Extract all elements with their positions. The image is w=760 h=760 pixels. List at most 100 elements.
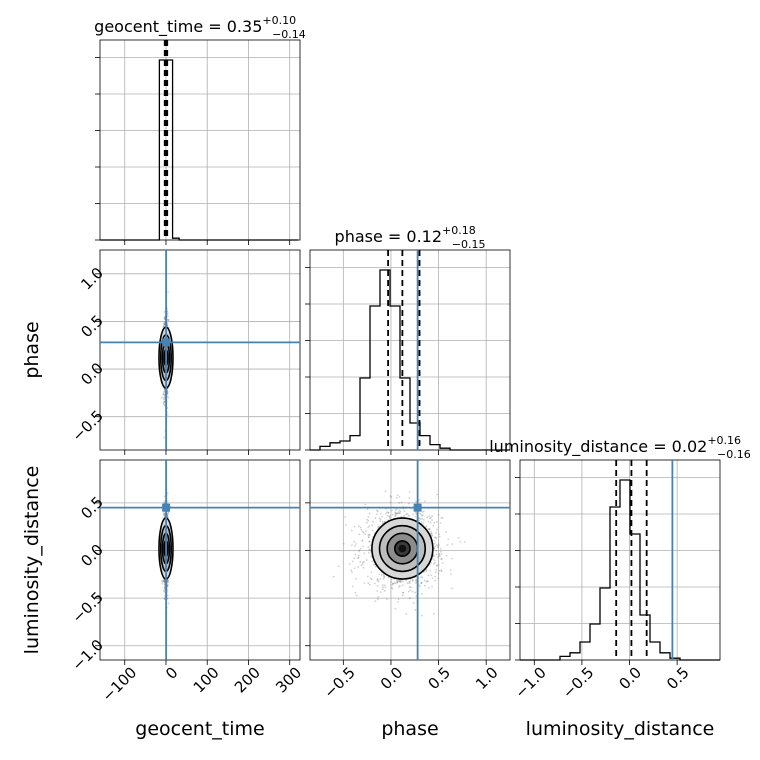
sample-point	[402, 580, 405, 583]
sample-point	[397, 601, 399, 603]
sample-point	[403, 514, 405, 517]
tick-label-y: −0.5	[68, 407, 106, 445]
sample-point	[435, 528, 438, 531]
sample-point	[430, 516, 433, 519]
sample-point	[427, 586, 430, 589]
sample-point	[414, 609, 417, 612]
sample-point	[390, 578, 393, 581]
sample-point	[361, 561, 364, 564]
axes-frame	[99, 39, 301, 241]
sample-point	[438, 555, 441, 557]
sample-point	[381, 584, 384, 587]
histogram-luminosity_distance	[520, 479, 720, 661]
sample-point	[163, 390, 165, 393]
sample-point	[166, 390, 169, 393]
sample-point	[420, 581, 423, 584]
sample-point	[372, 520, 374, 523]
tick-label-x: −0.5	[559, 664, 597, 702]
sample-point	[428, 528, 431, 531]
sample-point	[163, 583, 166, 586]
sample-point	[355, 543, 357, 545]
sample-point	[342, 542, 345, 545]
sample-point	[368, 548, 371, 551]
sample-point	[419, 576, 422, 579]
sample-point	[162, 392, 165, 395]
panel-hist-geocent_time	[95, 39, 301, 245]
sample-point	[163, 598, 166, 600]
sample-point	[397, 598, 400, 601]
sample-point	[166, 579, 169, 582]
sample-point	[396, 512, 399, 515]
sample-point	[391, 587, 394, 590]
sample-point	[166, 312, 169, 315]
sample-point	[355, 577, 357, 580]
sample-point	[162, 580, 165, 583]
sample-point	[380, 591, 382, 593]
sample-point	[407, 590, 410, 593]
sample-point	[435, 521, 438, 523]
sample-point	[381, 588, 384, 591]
title-geocent-time: geocent_time = 0.35+0.10 −0.14	[94, 14, 306, 41]
sample-point	[425, 568, 428, 571]
sample-point	[434, 536, 437, 539]
sample-point	[166, 594, 169, 597]
sample-point	[414, 579, 417, 582]
sample-point	[389, 501, 392, 504]
sample-point	[163, 316, 166, 319]
tick-label-x: 1.0	[472, 664, 502, 694]
sample-point	[392, 582, 394, 585]
sample-point	[365, 559, 368, 561]
sample-point	[353, 545, 356, 547]
sample-point	[414, 591, 417, 594]
sample-point	[374, 517, 377, 520]
tick-label-x: 0	[162, 664, 181, 683]
sample-point	[364, 533, 366, 535]
sample-point	[440, 516, 443, 519]
sample-point	[395, 512, 398, 515]
sample-point	[162, 325, 165, 328]
sample-point	[163, 579, 166, 582]
sample-point	[163, 513, 166, 515]
sample-point	[377, 578, 379, 581]
sample-point	[362, 531, 365, 534]
sample-point	[372, 563, 375, 566]
sample-point	[394, 515, 397, 518]
sample-point	[388, 515, 391, 518]
sample-point	[163, 579, 166, 582]
sample-point	[386, 514, 389, 517]
sample-point	[414, 515, 417, 518]
sample-point	[398, 512, 401, 515]
sample-point	[390, 586, 393, 589]
tick-label-y: −0.5	[68, 588, 106, 626]
xlabel-luminosity-distance: luminosity_distance	[526, 718, 715, 740]
sample-point	[382, 573, 385, 576]
sample-point	[163, 322, 165, 325]
sample-point	[390, 583, 392, 586]
axes-frame	[309, 249, 511, 451]
sample-point	[371, 524, 373, 527]
sample-point	[408, 597, 411, 600]
sample-point	[377, 526, 380, 528]
panel-hist-phase	[305, 249, 511, 455]
sample-point	[421, 514, 424, 517]
sample-point	[419, 518, 422, 520]
sample-point	[162, 514, 165, 516]
tick-label-x: −0.5	[320, 664, 358, 702]
sample-point	[361, 563, 364, 566]
sample-point	[368, 534, 371, 536]
sample-point	[162, 396, 165, 399]
sample-point	[364, 503, 367, 506]
sample-point	[390, 496, 393, 498]
sample-point	[396, 494, 399, 497]
sample-point	[358, 533, 361, 536]
sample-point	[166, 515, 169, 518]
sample-point	[162, 403, 165, 406]
sample-point	[351, 571, 353, 574]
sample-point	[437, 546, 440, 549]
sample-point	[411, 578, 414, 581]
sample-point	[418, 519, 421, 522]
sample-point	[370, 578, 373, 581]
sample-point	[422, 518, 425, 521]
sample-point	[163, 581, 166, 583]
sample-point	[369, 544, 372, 547]
